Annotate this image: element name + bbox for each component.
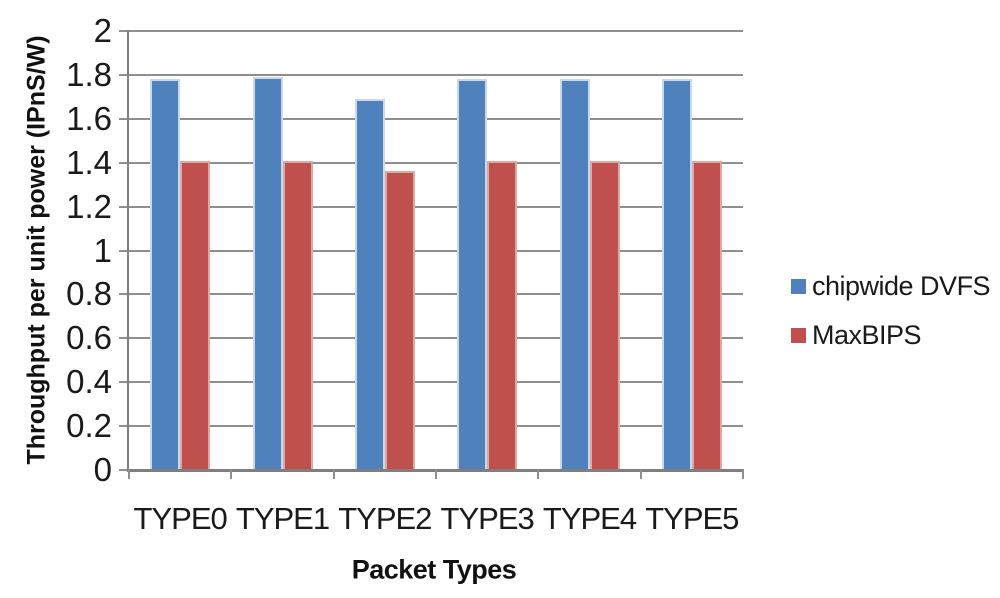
y-axis-line bbox=[127, 31, 129, 470]
legend-label: MaxBIPS bbox=[812, 319, 922, 350]
bar-chipwide-dvfs-type5 bbox=[661, 79, 692, 470]
x-axis-tick bbox=[128, 470, 130, 479]
gridline bbox=[129, 381, 743, 384]
gridline bbox=[129, 249, 743, 252]
y-axis-tick-label: 2 bbox=[93, 12, 112, 49]
y-axis-tick bbox=[119, 117, 129, 120]
gridline bbox=[129, 337, 743, 340]
legend-swatch-icon bbox=[791, 278, 806, 294]
bar-maxbips-type3 bbox=[487, 160, 518, 470]
y-axis-tick-label: 1 bbox=[93, 231, 112, 269]
bar-maxbips-type5 bbox=[691, 160, 722, 470]
bar-chipwide-dvfs-type4 bbox=[559, 79, 590, 470]
y-axis-tick bbox=[119, 425, 129, 428]
y-axis-tick bbox=[119, 161, 129, 164]
y-axis-tick-label: 0.6 bbox=[66, 319, 112, 357]
x-axis-tick bbox=[742, 470, 744, 479]
x-axis-title: Packet Types bbox=[351, 554, 517, 585]
x-axis-category-label: TYPE1 bbox=[235, 501, 330, 536]
x-axis-tick bbox=[639, 470, 642, 479]
gridline bbox=[129, 161, 743, 164]
bar-chipwide-dvfs-type1 bbox=[252, 77, 283, 470]
x-axis-tick bbox=[435, 470, 437, 479]
bar-chipwide-dvfs-type2 bbox=[354, 99, 385, 470]
legend: chipwide DVFS MaxBIPS bbox=[791, 270, 991, 350]
gridline bbox=[129, 205, 743, 208]
bar-maxbips-type0 bbox=[180, 160, 211, 470]
x-axis-category-label: TYPE5 bbox=[645, 501, 739, 536]
y-axis-tick-label: 1.8 bbox=[66, 55, 112, 93]
y-axis-tick bbox=[119, 205, 129, 208]
x-axis-category-label: TYPE2 bbox=[338, 501, 432, 536]
y-axis-tick-label: 1.6 bbox=[66, 99, 112, 137]
bar-chipwide-dvfs-type0 bbox=[150, 79, 181, 470]
gridline bbox=[129, 425, 743, 428]
y-axis-tick bbox=[119, 249, 129, 252]
y-axis-tick bbox=[119, 30, 129, 32]
y-axis-tick bbox=[119, 469, 129, 471]
y-axis-tick-label: 1.2 bbox=[66, 187, 112, 225]
legend-swatch-icon bbox=[791, 327, 806, 343]
y-axis-tick bbox=[119, 293, 129, 296]
y-axis-tick-label: 0.2 bbox=[66, 407, 112, 445]
y-axis-tick-label: 0.4 bbox=[66, 363, 112, 401]
bar-maxbips-type2 bbox=[384, 171, 415, 470]
x-axis-tick bbox=[230, 470, 233, 479]
y-axis-tick bbox=[119, 73, 129, 76]
x-axis-tick bbox=[537, 470, 540, 479]
x-axis-tick bbox=[332, 470, 335, 479]
y-axis-tick-label: 0.8 bbox=[66, 275, 112, 313]
x-axis-category-label: TYPE3 bbox=[440, 501, 535, 536]
x-axis-category-label: TYPE0 bbox=[133, 501, 228, 536]
bar-maxbips-type4 bbox=[589, 160, 620, 470]
bar-maxbips-type1 bbox=[282, 160, 313, 470]
gridline bbox=[129, 117, 743, 120]
legend-entry-maxbips: MaxBIPS bbox=[791, 320, 990, 350]
x-axis-category-label: TYPE4 bbox=[542, 501, 637, 536]
gridline bbox=[129, 293, 743, 296]
gridline bbox=[129, 30, 743, 32]
y-axis-tick-label: 1.4 bbox=[66, 143, 112, 181]
y-axis-tick-label: 0 bbox=[93, 451, 112, 488]
y-axis-title: Throughput per unit power (IPnS/W) bbox=[22, 35, 51, 465]
y-axis-tick bbox=[119, 381, 129, 384]
y-axis-tick bbox=[119, 337, 129, 340]
legend-entry-chipwide-dvfs: chipwide DVFS bbox=[791, 270, 991, 301]
gridline bbox=[129, 73, 743, 76]
bar-chipwide-dvfs-type3 bbox=[457, 79, 488, 470]
legend-label: chipwide DVFS bbox=[812, 270, 991, 301]
